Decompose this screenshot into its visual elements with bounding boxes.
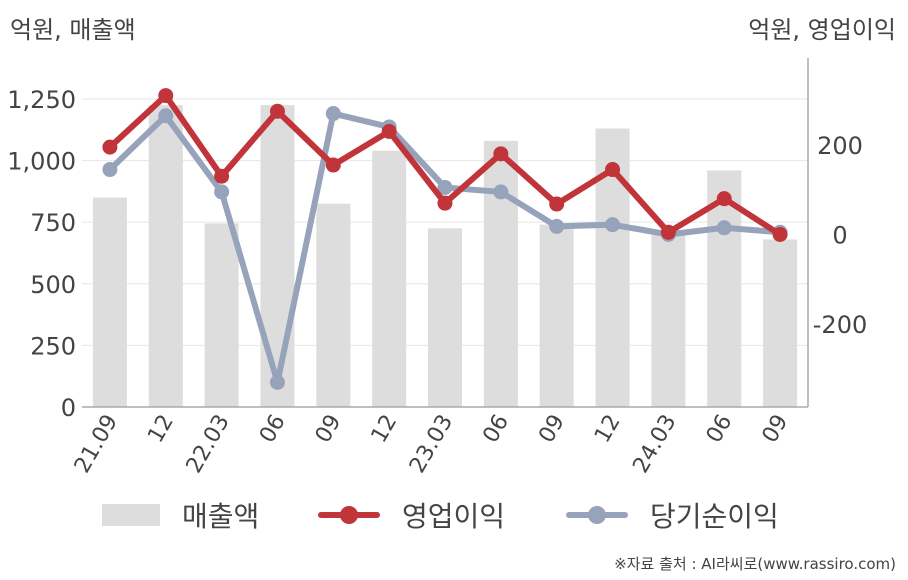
right-tick-label: 0 [832, 222, 847, 250]
left-tick-label: 1,250 [7, 86, 76, 114]
point-net [325, 106, 341, 122]
bar-sales [148, 105, 183, 407]
bar-sales [707, 170, 742, 407]
legend-marker-net [588, 506, 606, 524]
point-operating [660, 224, 676, 240]
bar-sales [651, 233, 686, 407]
point-operating [772, 227, 788, 242]
point-operating [269, 103, 285, 119]
legend-marker-operating [340, 506, 358, 524]
legend-item-net: 당기순이익 [566, 492, 779, 538]
point-operating [716, 191, 732, 207]
right-tick-label: -200 [813, 311, 867, 339]
point-net [493, 184, 509, 200]
point-net [158, 108, 174, 124]
bar-sales [428, 228, 462, 407]
x-tick-label: 09 [758, 411, 794, 448]
point-net [605, 217, 621, 233]
left-tick-label: 250 [30, 332, 76, 360]
bar-sales [260, 105, 295, 407]
point-operating [325, 157, 341, 173]
legend-swatch-sales [102, 504, 160, 526]
legend-swatch-net [566, 506, 628, 524]
x-tick-label: 09 [534, 411, 570, 448]
point-net [214, 184, 230, 200]
point-net [716, 220, 732, 236]
right-axis-title: 억원, 영업이익 [748, 16, 896, 44]
bar-sales [763, 239, 798, 407]
left-tick-label: 750 [30, 209, 76, 237]
point-net [269, 374, 285, 390]
point-operating [605, 162, 621, 178]
point-net [102, 162, 118, 178]
left-tick-label: 0 [61, 394, 76, 422]
legend-label-operating: 영업이익 [402, 500, 506, 533]
legend-item-operating: 영업이익 [318, 492, 505, 538]
bar-sales [372, 150, 407, 407]
x-tick-label: 06 [478, 411, 514, 448]
legend: 매출액 영업이익 당기순이익 [0, 492, 908, 538]
bar-sales [483, 140, 518, 407]
point-operating [158, 88, 174, 104]
bar-sales [92, 197, 127, 407]
left-tick-label: 500 [30, 271, 76, 299]
bar-sales [204, 223, 239, 407]
x-tick-label: 24.03 [628, 411, 681, 478]
x-tick-label: 23.03 [405, 411, 458, 478]
source-note: ※자료 출처 : AI라씨로(www.rassiro.com) [614, 555, 896, 573]
x-tick-label: 12 [143, 411, 179, 448]
legend-label-sales: 매출액 [182, 500, 260, 533]
point-operating [493, 146, 509, 162]
point-operating [381, 123, 397, 139]
x-tick-label: 09 [311, 411, 347, 448]
point-net [549, 218, 565, 234]
bar-sales [316, 203, 351, 407]
point-operating [437, 195, 453, 211]
point-operating [549, 196, 565, 212]
line-operating [106, 92, 784, 238]
point-net [437, 179, 453, 195]
x-tick-label: 12 [367, 411, 403, 448]
legend-item-sales: 매출액 [102, 492, 259, 538]
x-tick-label: 12 [590, 411, 626, 448]
legend-swatch-operating [318, 506, 380, 524]
x-tick-label: 06 [702, 411, 738, 448]
x-tick-label: 22.03 [182, 411, 235, 478]
left-axis-title: 억원, 매출액 [10, 16, 136, 44]
x-tick-label: 06 [255, 411, 291, 448]
legend-label-net: 당기순이익 [650, 500, 779, 533]
right-tick-label: 200 [817, 132, 863, 160]
point-operating [214, 168, 230, 184]
left-tick-label: 1,000 [7, 148, 76, 176]
x-tick-label: 21.09 [70, 411, 123, 478]
point-operating [102, 139, 118, 155]
bar-sales [539, 224, 574, 407]
